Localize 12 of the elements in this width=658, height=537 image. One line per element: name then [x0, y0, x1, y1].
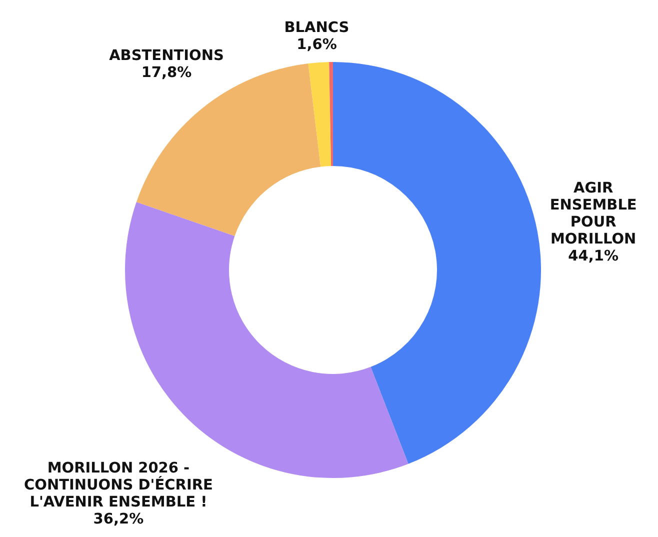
- slice-label: ABSTENTIONS: [109, 48, 224, 64]
- data-label: 17,8%: [141, 65, 192, 82]
- donut-slice: [333, 62, 541, 464]
- donut-slice: [329, 62, 333, 166]
- data-label: 44,1%: [568, 248, 619, 264]
- slice-label: MORILLON 2026 - CONTINUONS D'ÉCRIRE L'AVENIR ENSEMBLE !: [24, 460, 213, 510]
- data-label: 36,2%: [93, 511, 144, 528]
- data-label: 1,6%: [296, 37, 338, 54]
- donut-slice: [308, 62, 332, 167]
- slice-label: AGIR ENSEMBLE POUR MORILLON: [550, 180, 637, 248]
- slice-label: BLANCS: [284, 20, 350, 36]
- donut-slice: [136, 63, 321, 236]
